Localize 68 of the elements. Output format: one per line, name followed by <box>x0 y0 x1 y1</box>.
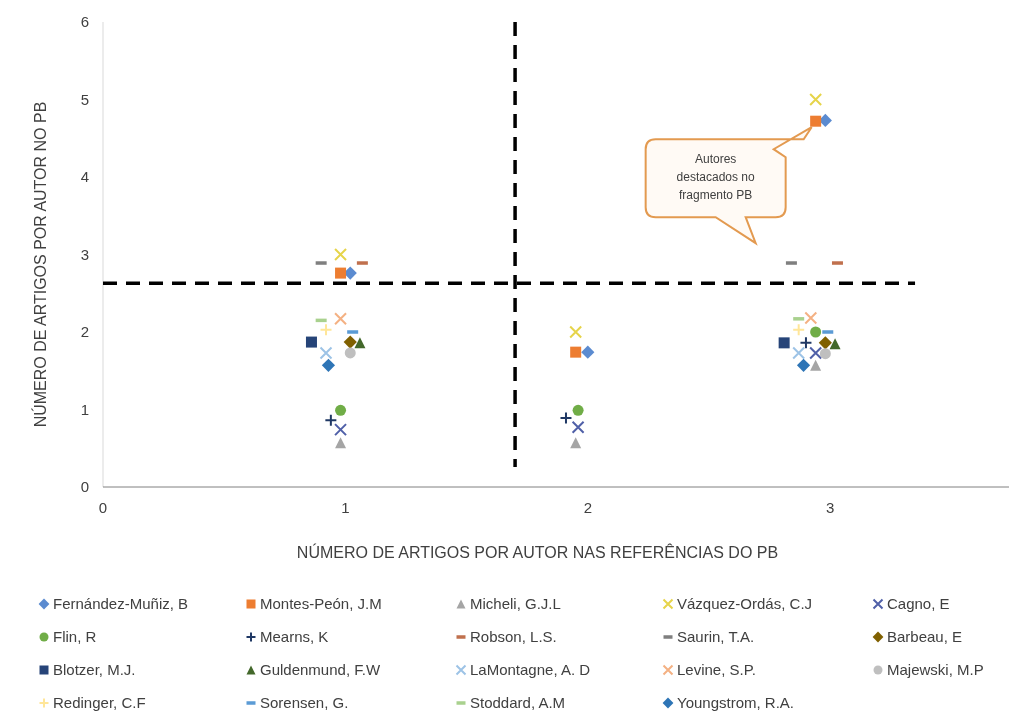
y-tick-label: 6 <box>80 13 90 31</box>
point <box>319 346 333 360</box>
point <box>324 413 338 427</box>
x-tick-label: 3 <box>826 499 835 516</box>
legend-label: Micheli, G.J.L <box>470 595 561 613</box>
legend-label: Youngstrom, R.A. <box>677 694 795 712</box>
point <box>809 346 823 360</box>
point <box>810 326 822 338</box>
annotation: Autores destacados no fragmento PB <box>676 152 756 203</box>
point <box>319 323 333 337</box>
legend-label: Majewski, M.P <box>887 661 984 679</box>
legend-label: Flin, R <box>53 628 97 646</box>
point <box>343 335 357 349</box>
legend-label: Redinger, C.F <box>53 694 146 712</box>
legend-label: LaMontagne, A. D <box>470 661 591 679</box>
point <box>796 358 811 372</box>
point <box>559 411 573 425</box>
point <box>809 93 823 106</box>
point <box>571 420 585 434</box>
point <box>570 346 582 358</box>
point <box>354 337 366 349</box>
y-tick-label: 0 <box>80 478 90 496</box>
legend-label: Montes-Peón, J.M <box>260 595 382 613</box>
legend-label: Saurin, T.A. <box>677 628 755 646</box>
point <box>799 336 813 350</box>
y-tick-label: 2 <box>80 323 90 341</box>
x-tick-label: 2 <box>583 499 592 516</box>
point <box>572 404 584 416</box>
y-tick-label: 4 <box>80 168 90 186</box>
point <box>819 348 831 360</box>
y-tick-label: 5 <box>80 90 90 108</box>
point <box>570 437 582 449</box>
point <box>810 115 822 127</box>
legend-label: Robson, L.S. <box>470 628 557 646</box>
point <box>334 312 348 326</box>
point <box>792 323 806 337</box>
x-axis-title: NÚMERO DE ARTIGOS POR AUTOR NAS REFERÊNCIAS DO PB <box>296 543 779 561</box>
point <box>792 346 806 360</box>
x-tick-label: 0 <box>98 499 108 516</box>
legend-label: Barbeau, E <box>887 628 963 646</box>
legend-label: Mearns, K <box>260 628 329 646</box>
point <box>569 325 583 339</box>
point <box>818 336 832 350</box>
legend-label: Sorensen, G. <box>260 694 349 712</box>
legend-label: Cagno, E <box>887 595 950 613</box>
legend-label: Guldenmund, F.W <box>260 661 381 679</box>
point <box>804 311 818 325</box>
point <box>778 337 790 349</box>
x-tick-label: 1 <box>341 499 350 516</box>
point <box>305 336 317 348</box>
point <box>581 345 595 359</box>
point <box>334 248 348 261</box>
legend-label: Stoddard, A.M <box>470 694 566 712</box>
point <box>335 437 347 449</box>
y-tick-label: 3 <box>80 245 90 263</box>
point <box>810 359 822 371</box>
point <box>829 338 841 350</box>
y-axis-title: NÚMERO DE ARTIGOS POR AUTOR NO PB <box>31 101 49 428</box>
point <box>334 423 348 437</box>
y-tick-label: 1 <box>80 400 90 418</box>
point <box>335 404 347 416</box>
point <box>344 347 356 359</box>
legend-label: Levine, S.P. <box>677 661 756 679</box>
point <box>335 267 347 279</box>
legend-label: Blotzer, M.J. <box>53 661 136 679</box>
legend-label: Vázquez-Ordás, C.J <box>677 595 813 613</box>
legend-label: Fernández-Muñiz, B <box>53 595 189 613</box>
point <box>321 358 336 372</box>
